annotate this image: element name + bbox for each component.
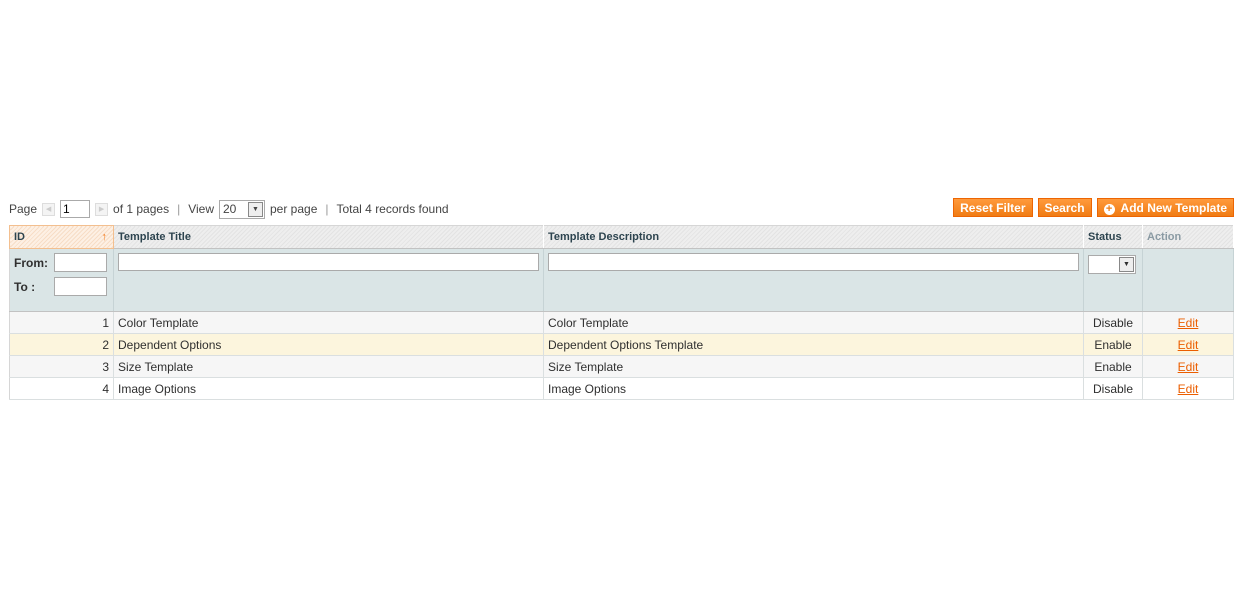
to-label: To :: [14, 279, 36, 294]
prev-page-icon[interactable]: ◀: [42, 202, 56, 216]
edit-link[interactable]: Edit: [1177, 381, 1199, 396]
sort-arrow-icon: ↑: [101, 231, 108, 243]
cell-id: 1: [9, 311, 114, 334]
title-filter-input[interactable]: [118, 253, 539, 271]
id-filter: From: To :: [9, 248, 114, 312]
per-page-value: 20: [223, 202, 237, 216]
search-button[interactable]: Search: [1037, 198, 1092, 217]
add-label: Add New Template: [1120, 201, 1227, 215]
templates-grid: ID ↑ Template Title Template Description …: [9, 225, 1234, 400]
cell-id: 3: [9, 355, 114, 378]
chevron-down-icon: ▼: [248, 201, 263, 217]
per-page-select[interactable]: 20 ▼: [219, 199, 265, 219]
cell-title: Size Template: [113, 355, 544, 378]
per-page-label: per page: [270, 202, 318, 216]
page-label: Page: [9, 202, 38, 216]
table-row[interactable]: 2 Dependent Options Dependent Options Te…: [9, 333, 1234, 356]
page-input[interactable]: [60, 200, 91, 218]
cell-title: Dependent Options: [113, 333, 544, 356]
description-filter-input[interactable]: [548, 253, 1079, 271]
id-header-label: ID: [14, 231, 25, 243]
from-label: From:: [14, 255, 48, 270]
column-header-description[interactable]: Template Description: [543, 225, 1084, 249]
plus-circle-icon: +: [1103, 204, 1115, 215]
cell-action: Edit: [1142, 333, 1234, 356]
chevron-down-icon: ▼: [1119, 256, 1134, 272]
table-row[interactable]: 3 Size Template Size Template Enable Edi…: [9, 355, 1234, 378]
status-filter-select[interactable]: ▼: [1088, 254, 1136, 274]
id-from-input[interactable]: [54, 253, 107, 272]
cell-description: Size Template: [543, 355, 1084, 378]
column-header-title[interactable]: Template Title: [113, 225, 544, 249]
cell-title: Image Options: [113, 377, 544, 400]
cell-title: Color Template: [113, 311, 544, 334]
column-header-id[interactable]: ID ↑: [9, 225, 114, 249]
cell-status: Enable: [1083, 355, 1143, 378]
cell-action: Edit: [1142, 311, 1234, 334]
cell-description: Dependent Options Template: [543, 333, 1084, 356]
view-label: View: [188, 202, 214, 216]
reset-filter-button[interactable]: Reset Filter: [953, 198, 1033, 217]
cell-status: Disable: [1083, 311, 1143, 334]
cell-id: 2: [9, 333, 114, 356]
edit-link[interactable]: Edit: [1177, 359, 1199, 374]
status-filter: ▼: [1083, 248, 1143, 312]
id-to-input[interactable]: [54, 277, 107, 296]
table-row[interactable]: 4 Image Options Image Options Disable Ed…: [9, 377, 1234, 400]
table-row[interactable]: 1 Color Template Color Template Disable …: [9, 311, 1234, 334]
title-filter: [113, 248, 544, 312]
cell-action: Edit: [1142, 355, 1234, 378]
cell-status: Enable: [1083, 333, 1143, 356]
column-header-status[interactable]: Status: [1083, 225, 1143, 249]
separator: |: [325, 202, 329, 216]
cell-status: Disable: [1083, 377, 1143, 400]
column-header-action: Action: [1142, 225, 1234, 249]
cell-id: 4: [9, 377, 114, 400]
records-total: Total 4 records found: [336, 202, 449, 216]
edit-link[interactable]: Edit: [1177, 337, 1199, 352]
separator: |: [177, 202, 181, 216]
add-new-template-button[interactable]: + Add New Template: [1096, 198, 1234, 217]
pager: Page ◀ ▶ of 1 pages | View 20▼ per page …: [9, 199, 449, 219]
edit-link[interactable]: Edit: [1177, 315, 1199, 330]
cell-description: Color Template: [543, 311, 1084, 334]
next-page-icon[interactable]: ▶: [95, 202, 109, 216]
cell-description: Image Options: [543, 377, 1084, 400]
description-filter: [543, 248, 1084, 312]
action-filter: [1142, 248, 1234, 312]
of-pages: of 1 pages: [113, 202, 170, 216]
cell-action: Edit: [1142, 377, 1234, 400]
